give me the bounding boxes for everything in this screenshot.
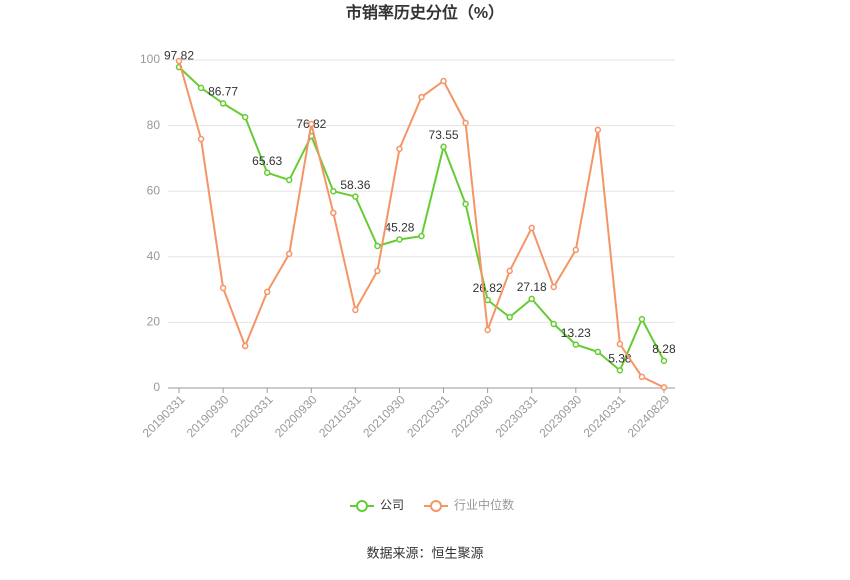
data-point — [660, 357, 668, 365]
data-point — [418, 232, 425, 240]
data-point — [462, 119, 469, 127]
data-point — [241, 342, 249, 350]
data-point — [352, 193, 359, 200]
data-point — [374, 242, 381, 250]
data-point — [506, 313, 513, 321]
data-label: 65.63 — [252, 154, 282, 168]
data-point — [241, 113, 249, 121]
y-tick-label: 20 — [147, 315, 161, 329]
legend-marker — [430, 500, 442, 512]
data-point — [594, 126, 602, 134]
data-point — [352, 306, 359, 314]
y-tick-label: 40 — [147, 249, 161, 263]
data-label: 86.77 — [208, 85, 238, 99]
data-point — [572, 246, 580, 254]
data-point — [660, 384, 668, 391]
data-point — [484, 326, 491, 334]
y-tick-label: 100 — [140, 52, 160, 66]
data-point — [616, 340, 624, 348]
data-point — [308, 120, 315, 128]
data-point — [330, 187, 337, 195]
x-tick-label: 20200331 — [228, 392, 276, 440]
data-point — [638, 315, 646, 323]
x-tick-label: 20220930 — [448, 392, 496, 440]
x-tick-label: 20200930 — [272, 392, 320, 440]
data-point — [506, 267, 513, 275]
data-point — [285, 250, 293, 258]
legend-label: 公司 — [380, 498, 404, 512]
data-point — [418, 93, 425, 101]
y-tick-label: 60 — [147, 183, 161, 197]
data-label: 45.28 — [384, 221, 414, 235]
x-tick-label: 20190331 — [140, 392, 188, 440]
data-point — [330, 209, 337, 217]
data-label: 73.55 — [429, 128, 459, 142]
data-point — [219, 284, 227, 292]
series-line — [178, 66, 665, 372]
data-point — [594, 348, 602, 356]
data-point — [638, 373, 646, 381]
chart-title: 市销率历史分位（%） — [346, 3, 504, 22]
data-label: 5.38 — [608, 352, 632, 366]
x-tick-label: 20210331 — [316, 392, 364, 440]
x-tick-label: 20230930 — [537, 392, 585, 440]
x-tick-label: 20210930 — [360, 392, 408, 440]
data-point — [197, 84, 205, 92]
data-label: 27.18 — [517, 280, 547, 294]
legend-marker — [356, 500, 368, 512]
data-point — [462, 200, 469, 208]
series-line — [178, 60, 665, 389]
data-point — [440, 77, 447, 85]
data-point — [550, 283, 558, 291]
legend-label: 行业中位数 — [454, 497, 514, 512]
data-label: 8.28 — [652, 342, 676, 356]
data-label: 58.36 — [340, 178, 370, 192]
data-point — [197, 135, 205, 143]
data-point — [285, 176, 293, 184]
data-point — [374, 267, 381, 275]
data-point — [175, 57, 183, 65]
data-point — [396, 145, 403, 153]
data-point — [440, 143, 447, 151]
data-point — [528, 295, 535, 303]
data-point — [528, 224, 535, 232]
data-point — [484, 296, 491, 304]
data-label: 97.82 — [164, 48, 194, 62]
data-label: 13.23 — [561, 326, 591, 340]
data-point — [550, 320, 558, 328]
x-tick-label: 20220331 — [404, 392, 452, 440]
data-label: 26.82 — [473, 281, 503, 295]
data-point — [219, 100, 227, 107]
data-point — [616, 367, 624, 374]
data-point — [263, 169, 271, 176]
x-tick-label: 20190930 — [184, 392, 232, 440]
data-point — [263, 288, 271, 296]
data-point — [572, 341, 580, 348]
x-tick-label: 20230331 — [492, 392, 540, 440]
y-tick-label: 80 — [147, 118, 161, 132]
y-tick-label: 0 — [153, 380, 160, 394]
data-point — [396, 236, 403, 243]
x-tick-label: 20240331 — [581, 392, 629, 440]
source-note: 数据来源：恒生聚源 — [366, 545, 483, 560]
x-tick-label: 20240829 — [625, 392, 673, 440]
